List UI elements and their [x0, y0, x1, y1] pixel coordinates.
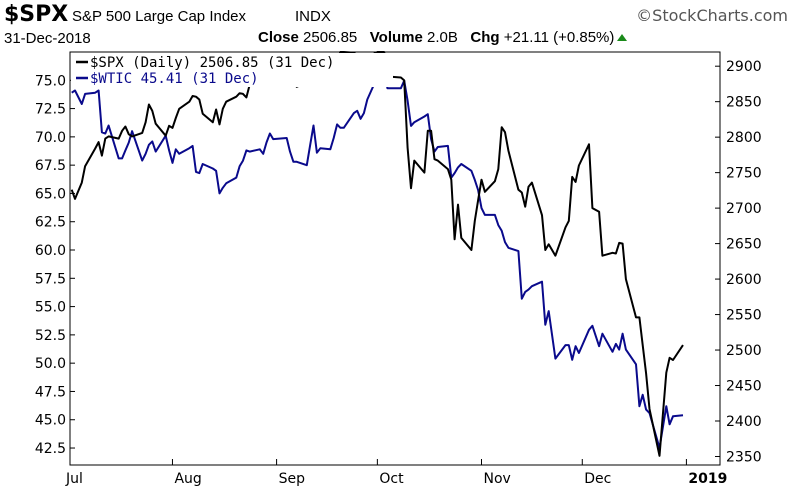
- x-tick-label: Aug: [174, 471, 201, 487]
- right-axis: 2350 2400 2450 2500 2550 2600 2650 2700 2750 2800…: [715, 59, 762, 465]
- right-tick-label: 2750: [726, 166, 762, 182]
- left-tick-label: 50.0: [35, 356, 66, 372]
- right-tick-label: 2800: [726, 130, 762, 146]
- left-tick-label: 60.0: [35, 243, 66, 259]
- up-triangle-icon: [617, 34, 628, 41]
- close-label: Close: [258, 29, 299, 46]
- right-tick-label: 2550: [726, 308, 762, 324]
- left-tick-label: 70.0: [35, 130, 66, 146]
- close-value: 2506.85: [303, 29, 358, 46]
- left-tick-label: 75.0: [35, 73, 66, 89]
- left-tick-label: 62.5: [35, 215, 66, 231]
- chg-value: +21.11 (+0.85%): [503, 29, 615, 46]
- legend-background: [71, 53, 393, 87]
- right-tick-label: 2400: [726, 414, 762, 430]
- left-tick-label: 72.5: [35, 102, 66, 118]
- left-tick-label: 55.0: [35, 300, 66, 316]
- left-axis: 42.5 45.0 47.5 50.0 52.5 55.0 57.5 60.0 62.5 65.0…: [35, 73, 75, 457]
- quote-stats: Close 2506.85 Volume 2.0B Chg +21.11 (+0…: [258, 29, 628, 46]
- wtic-series-line: [71, 63, 684, 449]
- x-tick-label: Nov: [483, 471, 510, 487]
- brand-watermark[interactable]: ©StockCharts.com: [636, 6, 788, 25]
- left-tick-label: 52.5: [35, 328, 66, 344]
- right-tick-label: 2350: [726, 449, 762, 465]
- legend-entry: $SPX (Daily) 2506.85 (31 Dec): [90, 55, 334, 71]
- x-tick-label: 2019: [688, 471, 727, 487]
- x-tick-label: Jul: [65, 471, 83, 487]
- volume-label: Volume: [369, 29, 423, 46]
- right-tick-label: 2700: [726, 201, 762, 217]
- plot-area: [69, 51, 721, 466]
- left-tick-label: 65.0: [35, 186, 66, 202]
- left-tick-label: 67.5: [35, 158, 66, 174]
- left-tick-label: 42.5: [35, 441, 66, 457]
- right-tick-label: 2500: [726, 343, 762, 359]
- x-tick-label: Oct: [379, 471, 404, 487]
- brand-name: StockCharts.com: [652, 6, 788, 25]
- x-axis: Jul Aug Sep Oct Nov Dec 2019: [65, 459, 727, 487]
- legend-entry: $WTIC 45.41 (31 Dec): [90, 71, 259, 87]
- x-tick-label: Dec: [584, 471, 611, 487]
- right-tick-label: 2600: [726, 272, 762, 288]
- right-tick-label: 2650: [726, 237, 762, 253]
- right-tick-label: 2900: [726, 59, 762, 75]
- right-tick-label: 2450: [726, 379, 762, 395]
- chart-symbol: $SPX: [4, 2, 69, 27]
- volume-value: 2.0B: [427, 29, 458, 46]
- chart-index-name: S&P 500 Large Cap Index: [72, 8, 247, 25]
- left-tick-label: 45.0: [35, 413, 66, 429]
- chg-label: Chg: [470, 29, 500, 46]
- right-tick-label: 2850: [726, 95, 762, 111]
- chart-legend: $SPX (Daily) 2506.85 (31 Dec)$WTIC 45.41…: [71, 53, 393, 87]
- chart-date: 31-Dec-2018: [4, 30, 91, 47]
- x-tick-label: Sep: [279, 471, 306, 487]
- left-tick-label: 47.5: [35, 384, 66, 400]
- chart-exchange: INDX: [295, 8, 331, 25]
- copyright-icon: ©: [636, 6, 653, 25]
- left-tick-label: 57.5: [35, 271, 66, 287]
